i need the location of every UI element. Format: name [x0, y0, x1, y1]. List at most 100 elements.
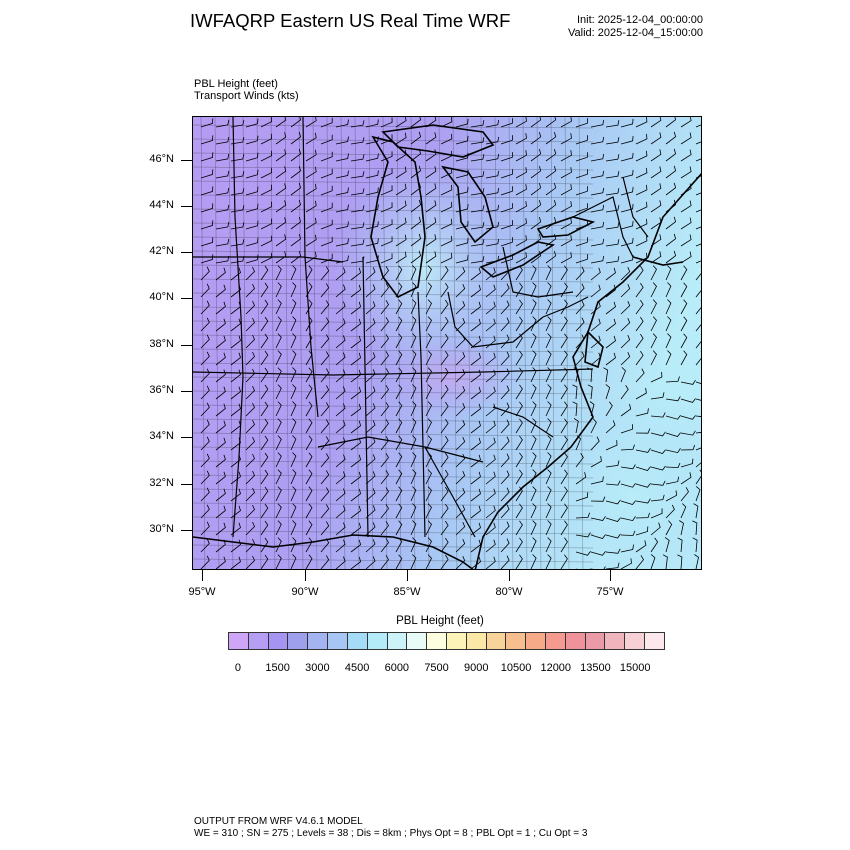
wind-barb [320, 219, 333, 230]
county-grid-line [480, 117, 486, 569]
wind-barb [350, 171, 365, 179]
wind-barb [245, 135, 259, 145]
wind-barb [320, 487, 330, 502]
wind-barb [650, 392, 665, 400]
wind-barb [365, 221, 379, 230]
wind-barb [365, 369, 376, 383]
wind-barb [275, 401, 282, 417]
wind-barb [560, 218, 572, 230]
wind-barb [530, 384, 537, 400]
wind-barb [230, 188, 245, 196]
wind-barb [515, 435, 523, 451]
wind-barb [380, 151, 393, 162]
wind-barb [350, 420, 362, 434]
field-subtitles: PBL Height (feet) Transport Winds (kts) [194, 78, 299, 102]
wind-barb [365, 318, 376, 332]
wind-barb [635, 184, 648, 196]
wind-barb [320, 283, 330, 298]
wind-barb [365, 352, 376, 366]
wind-barb [215, 187, 230, 196]
wind-barb [410, 148, 422, 162]
county-grid-line [193, 376, 594, 381]
wind-barb [320, 253, 333, 264]
coastlines [193, 124, 701, 569]
lake-huron-outline [441, 165, 494, 244]
wind-barb [470, 267, 481, 281]
wind-barb [650, 449, 666, 454]
wind-barb [245, 169, 259, 179]
wind-barb [290, 333, 297, 349]
wind-barb [680, 117, 692, 128]
wind-barb [335, 505, 346, 519]
ocean-high-pbl-area [513, 387, 701, 569]
wind-barb [470, 369, 481, 383]
wind-barb [545, 384, 552, 400]
wind-barb [380, 202, 393, 213]
wind-barb [395, 503, 403, 519]
wind-barb [290, 299, 297, 315]
wind-barb [620, 334, 631, 349]
wind-barb [320, 402, 330, 417]
wind-barb [260, 265, 269, 281]
colorbar-label: 9000 [464, 662, 489, 674]
wind-barb [587, 367, 593, 383]
wind-barb [470, 556, 481, 569]
wind-barb [470, 120, 485, 128]
wind-barb [200, 419, 210, 434]
wind-barb [695, 192, 701, 196]
county-grid-line [193, 460, 594, 465]
wind-barb [380, 368, 389, 383]
wind-barb [305, 537, 313, 553]
wind-barb [230, 239, 245, 247]
state-line-alabama-georgia [317, 436, 484, 463]
wind-barb [470, 403, 481, 417]
wind-barb [515, 486, 523, 502]
colorbar-swatch [407, 633, 428, 649]
colorbar-label: 12000 [540, 662, 572, 674]
wind-barb [560, 520, 568, 536]
wind-barb [245, 487, 255, 502]
wind-barb [455, 317, 466, 332]
wind-barb [275, 183, 287, 196]
wind-barb [500, 368, 510, 383]
wind-barb [245, 283, 255, 298]
wind-barb [290, 401, 297, 417]
wind-barb [605, 137, 620, 145]
wind-barb [635, 428, 651, 434]
wind-barb [650, 350, 657, 366]
wind-barb [635, 299, 644, 315]
wind-barb [365, 420, 376, 434]
wind-barb [440, 252, 453, 264]
wind-barb [500, 254, 513, 264]
wind-barb [380, 419, 389, 434]
wind-barb [215, 488, 226, 502]
wind-barb [290, 469, 297, 485]
colorbar-swatch [585, 633, 606, 649]
wind-barb [230, 556, 241, 569]
wind-barb [665, 250, 677, 264]
wind-barb [320, 555, 330, 569]
wind-barb [500, 521, 510, 536]
wind-barb [455, 266, 466, 281]
wind-barb [664, 537, 670, 553]
wind-barb [320, 368, 330, 383]
colorbar-label: 10500 [500, 662, 532, 674]
wind-barb [470, 284, 481, 298]
wind-barb [650, 234, 662, 247]
wind-barb [650, 265, 657, 281]
colorbar-swatch [466, 633, 487, 649]
wind-barb [515, 201, 527, 213]
wind-barb [230, 335, 241, 349]
wind-barb [350, 488, 362, 502]
wind-barb [305, 299, 313, 315]
wind-barb [620, 152, 634, 162]
wind-barb [455, 118, 469, 128]
wind-barb [695, 486, 701, 502]
lat-label: 34°N [149, 430, 174, 442]
wind-barb [635, 316, 644, 332]
wind-barb [560, 401, 568, 417]
wind-barb [695, 462, 701, 468]
wind-barb [500, 436, 510, 451]
county-grid-line [298, 117, 304, 569]
wind-barb [215, 267, 226, 281]
